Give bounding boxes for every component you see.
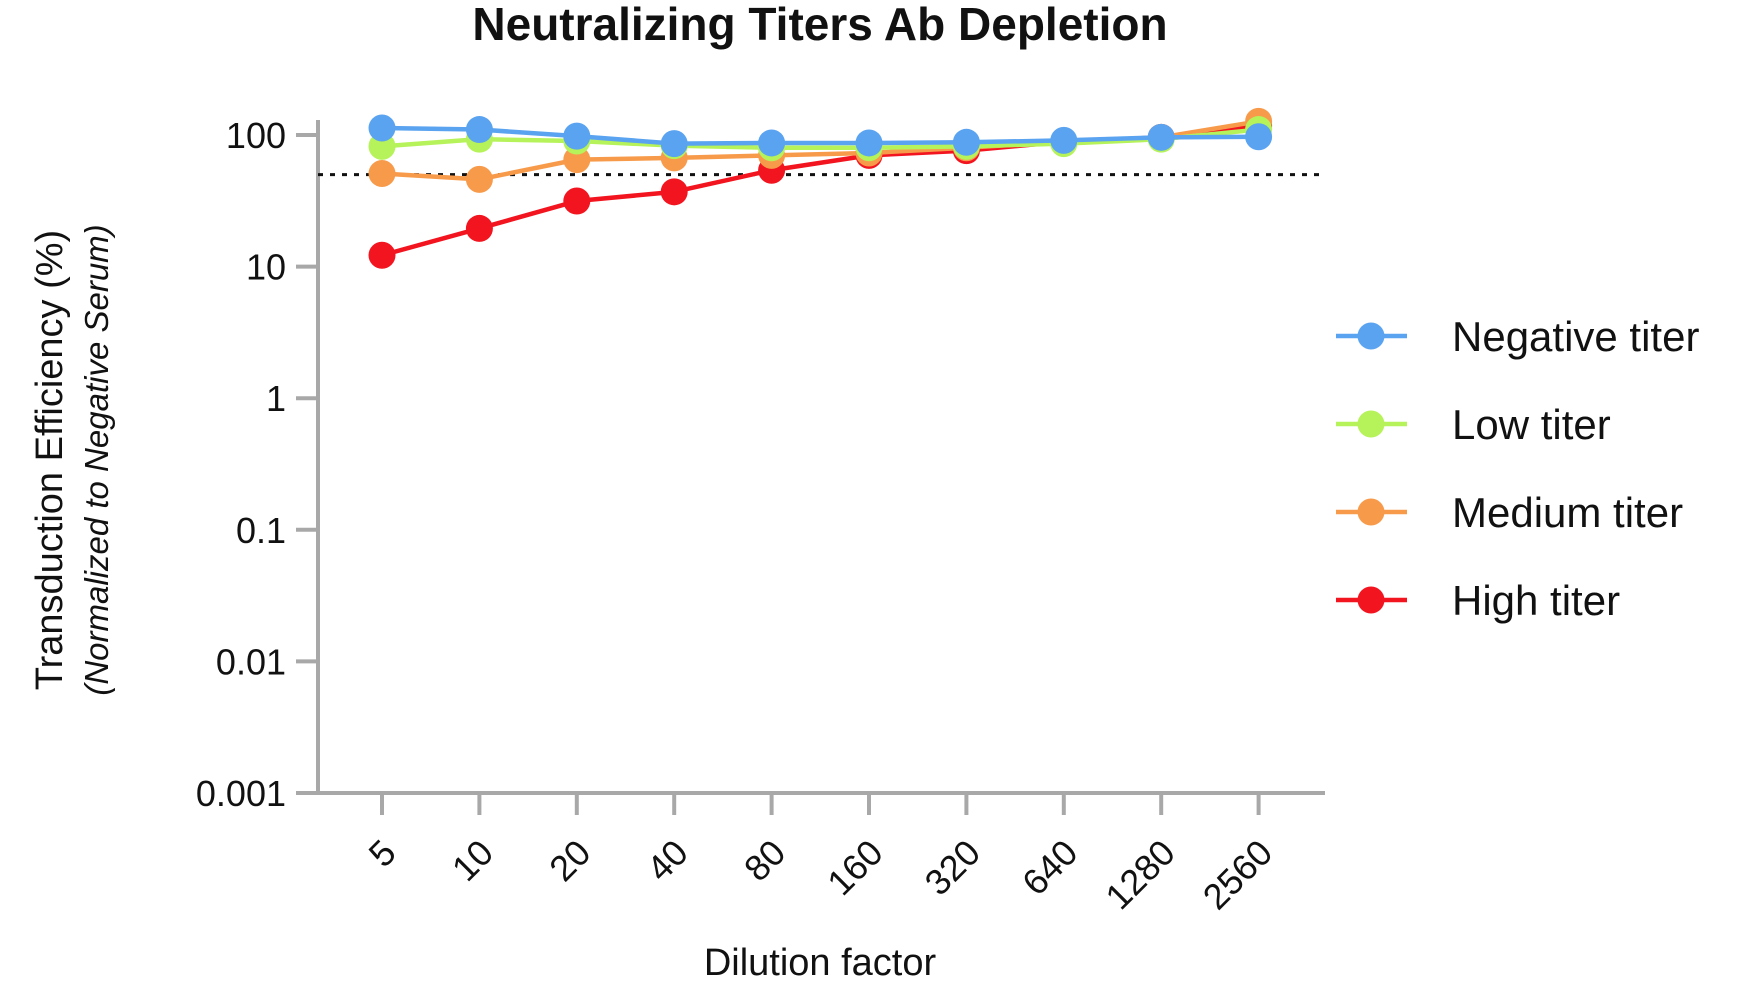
data-point — [660, 178, 688, 206]
legend-item-medium-titer: Medium titer — [1336, 489, 1683, 536]
y-axis-title: Transduction Efficiency (%) — [29, 230, 71, 690]
y-tick-label: 0.01 — [216, 641, 286, 682]
series-line-negative-titer — [381, 125, 1259, 146]
data-point — [855, 129, 883, 157]
x-tick-label: 40 — [639, 832, 696, 889]
x-tick-label: 10 — [444, 832, 501, 889]
y-tick-label: 100 — [226, 115, 286, 156]
x-tick-label: 160 — [819, 832, 890, 903]
legend-item-negative-titer: Negative titer — [1336, 313, 1699, 360]
x-tick-label: 20 — [541, 832, 598, 889]
x-tick-label: 640 — [1014, 832, 1085, 903]
y-tick-label: 0.1 — [236, 510, 286, 551]
y-tick-label: 1 — [266, 378, 286, 419]
data-point — [660, 130, 688, 158]
data-point — [368, 114, 396, 142]
data-point — [1245, 123, 1273, 151]
x-tick-label: 5 — [361, 832, 404, 875]
legend-label: High titer — [1452, 577, 1620, 624]
data-point — [952, 128, 980, 156]
legend-label: Negative titer — [1452, 313, 1699, 360]
x-tick-label: 320 — [917, 832, 988, 903]
y-axis-subtitle: (Normalized to Negative Serum) — [78, 224, 115, 695]
data-point — [465, 116, 493, 144]
x-axis-title: Dilution factor — [704, 942, 937, 984]
series-medium-titer — [368, 107, 1273, 193]
data-point — [1147, 123, 1175, 151]
legend-swatch-marker — [1357, 410, 1385, 438]
chart-title: Neutralizing Titers Ab Depletion — [472, 0, 1167, 50]
x-tick-label: 1280 — [1097, 832, 1183, 918]
axes: 0.001 0.01 0.1 1 10 100 5 10 20 40 80 160 320 640 1280… — [196, 115, 1325, 917]
data-point — [563, 146, 591, 174]
data-point — [465, 214, 493, 242]
legend-label: Low titer — [1452, 401, 1611, 448]
legend-swatch-marker — [1357, 322, 1385, 350]
x-tick-label: 80 — [736, 832, 793, 889]
series-high-titer — [368, 112, 1273, 269]
legend-item-high-titer: High titer — [1336, 577, 1620, 624]
series-line-low-titer — [381, 127, 1259, 151]
data-point — [368, 241, 396, 269]
legend: Negative titer Low titer Medium titer High … — [1336, 313, 1699, 624]
series-negative-titer — [368, 114, 1273, 158]
data-point — [758, 129, 786, 157]
legend-swatch-marker — [1357, 586, 1385, 614]
data-point — [563, 122, 591, 150]
legend-swatch-marker — [1357, 498, 1385, 526]
data-point — [1050, 126, 1078, 154]
data-point — [368, 159, 396, 187]
y-tick-label: 10 — [246, 247, 286, 288]
x-tick-label: 2560 — [1195, 832, 1281, 918]
series-group — [368, 107, 1273, 269]
data-point — [465, 165, 493, 193]
legend-label: Medium titer — [1452, 489, 1683, 536]
y-tick-label: 0.001 — [196, 773, 286, 814]
legend-item-low-titer: Low titer — [1336, 401, 1611, 448]
data-point — [563, 187, 591, 215]
